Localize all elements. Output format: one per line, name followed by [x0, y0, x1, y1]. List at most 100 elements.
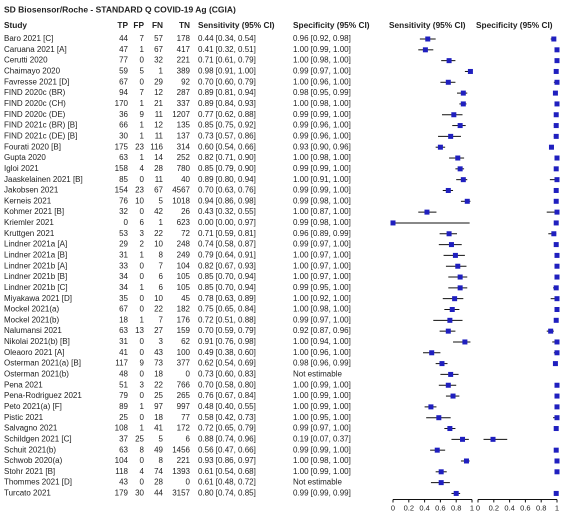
- specificity-label: 0.98 [0.96, 0.99]: [293, 359, 351, 368]
- point-estimate: [460, 101, 466, 107]
- study-name: Lindner 2021b [C]: [4, 283, 68, 292]
- count-cell: 0: [140, 391, 145, 400]
- sensitivity-label: 0.70 [0.63, 0.76]: [198, 186, 256, 195]
- sensitivity-label: 0.43 [0.32, 0.55]: [198, 207, 256, 216]
- count-cell: 43: [119, 478, 128, 487]
- count-cell: 1207: [172, 110, 190, 119]
- study-name: FIND 2020c (DE): [4, 110, 66, 119]
- sensitivity-label: 0.89 [0.80, 0.94]: [198, 175, 256, 184]
- study-name: Kerneis 2021: [4, 196, 52, 205]
- count-cell: 3: [159, 337, 164, 346]
- count-cell: 0: [140, 478, 145, 487]
- count-cell: 13: [135, 326, 144, 335]
- specificity-label: 0.19 [0.07, 0.37]: [293, 434, 351, 443]
- count-cell: 79: [119, 391, 128, 400]
- specificity-label: 1.00 [0.98, 1.00]: [293, 305, 351, 314]
- count-cell: 74: [154, 467, 163, 476]
- column-header: TP: [117, 20, 128, 30]
- count-cell: 9: [140, 359, 145, 368]
- count-cell: 5: [159, 196, 164, 205]
- x-tick-label: 0.4: [504, 503, 514, 512]
- count-cell: 26: [181, 207, 190, 216]
- count-cell: 154: [115, 186, 129, 195]
- study-name: Peto 2021(a) [F]: [4, 402, 62, 411]
- study-name: Osterman 2021(a) [B]: [4, 359, 81, 368]
- column-header: Sensitivity (95% CI): [389, 20, 466, 30]
- count-cell: 1: [140, 121, 145, 130]
- point-estimate: [448, 242, 454, 248]
- count-cell: 10: [154, 294, 163, 303]
- sensitivity-label: 0.61 [0.54, 0.68]: [198, 467, 256, 476]
- count-cell: 44: [154, 489, 163, 498]
- count-cell: 0: [140, 261, 145, 270]
- x-tick-label: 0.2: [489, 503, 499, 512]
- specificity-label: 1.00 [0.94, 1.00]: [293, 337, 351, 346]
- count-cell: 44: [119, 34, 128, 43]
- count-cell: 51: [119, 380, 128, 389]
- study-name: Pistic 2021: [4, 413, 44, 422]
- point-estimate: [455, 155, 461, 161]
- point-estimate: [436, 415, 442, 421]
- sensitivity-label: 0.61 [0.48, 0.72]: [198, 478, 256, 487]
- count-cell: 0: [140, 370, 145, 379]
- point-estimate: [462, 339, 468, 345]
- count-cell: 6: [140, 218, 145, 227]
- specificity-label: 0.93 [0.90, 0.96]: [293, 142, 351, 151]
- specificity-label: 0.99 [0.96, 1.00]: [293, 121, 351, 130]
- point-estimate: [554, 296, 560, 302]
- count-cell: 18: [119, 315, 128, 324]
- specificity-label: 1.00 [0.98, 1.00]: [293, 56, 351, 65]
- count-cell: 137: [177, 131, 191, 140]
- count-cell: 40: [181, 175, 190, 184]
- count-cell: 43: [154, 348, 163, 357]
- point-estimate: [446, 58, 452, 64]
- study-name: FIND 2021c (BR) [B]: [4, 121, 77, 130]
- study-name: Lindner 2021b [A]: [4, 261, 67, 270]
- column-header: Specificity (95% CI): [476, 20, 553, 30]
- count-cell: 997: [177, 402, 191, 411]
- count-cell: 1018: [172, 196, 190, 205]
- count-cell: 77: [119, 56, 128, 65]
- count-cell: 11: [155, 175, 164, 184]
- study-name: Schwob 2020(a): [4, 456, 63, 465]
- count-cell: 182: [177, 305, 191, 314]
- count-cell: 1: [159, 67, 164, 76]
- study-name: Nikolai 2021(b) [B]: [4, 337, 70, 346]
- point-estimate: [437, 144, 443, 150]
- point-estimate: [390, 220, 396, 226]
- specificity-label: 0.96 [0.89, 0.99]: [293, 229, 351, 238]
- point-estimate: [434, 447, 440, 453]
- point-estimate: [554, 58, 560, 64]
- point-estimate: [554, 404, 560, 410]
- count-cell: 85: [119, 175, 128, 184]
- specificity-label: 0.99 [0.97, 1.00]: [293, 67, 351, 76]
- count-cell: 25: [154, 391, 163, 400]
- column-header: TN: [179, 20, 190, 30]
- count-cell: 97: [154, 402, 163, 411]
- specificity-label: 1.00 [0.97, 1.00]: [293, 251, 351, 260]
- count-cell: 179: [115, 489, 129, 498]
- x-tick-label: 0.6: [435, 503, 445, 512]
- count-cell: 4: [140, 164, 145, 173]
- sensitivity-label: 0.79 [0.64, 0.91]: [198, 251, 256, 260]
- count-cell: 8: [159, 251, 164, 260]
- count-cell: 623: [177, 218, 191, 227]
- specificity-label: 1.00 [0.99, 1.00]: [293, 391, 351, 400]
- sensitivity-label: 0.80 [0.74, 0.85]: [198, 489, 256, 498]
- study-name: Thommes 2021 [D]: [4, 478, 72, 487]
- count-cell: 34: [119, 272, 128, 281]
- study-name: Caruana 2021 [A]: [4, 45, 67, 54]
- count-cell: 1: [140, 283, 145, 292]
- point-estimate: [551, 36, 557, 42]
- sensitivity-label: 0.70 [0.58, 0.80]: [198, 380, 256, 389]
- count-cell: 176: [177, 315, 191, 324]
- count-cell: 8: [140, 445, 145, 454]
- count-cell: 33: [119, 261, 128, 270]
- point-estimate: [554, 155, 560, 161]
- count-cell: 116: [150, 142, 163, 151]
- count-cell: 118: [115, 467, 128, 476]
- count-cell: 63: [119, 326, 128, 335]
- count-cell: 27: [154, 326, 163, 335]
- count-cell: 0: [124, 218, 129, 227]
